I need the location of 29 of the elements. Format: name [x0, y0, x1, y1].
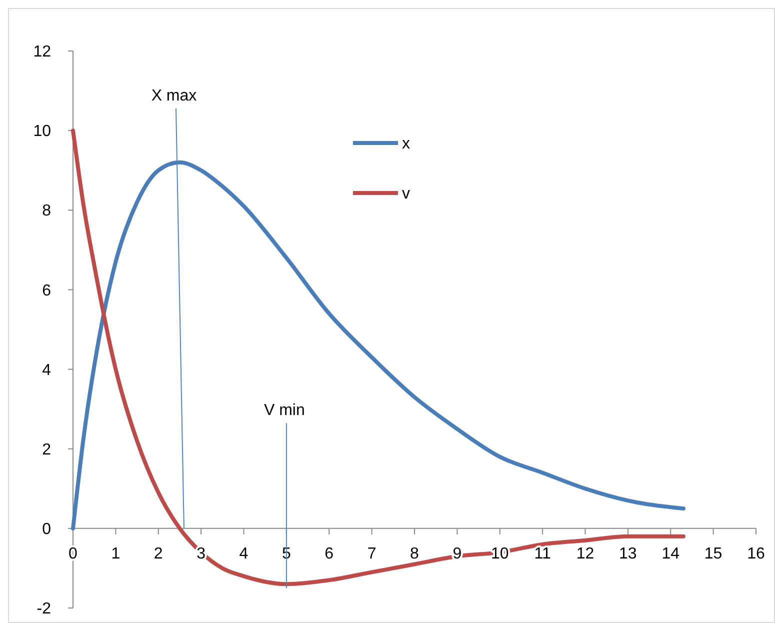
y-tick-label: 8 — [42, 202, 52, 220]
x-tick-label: 9 — [452, 545, 462, 562]
y-tick-label: 10 — [33, 123, 52, 140]
y-tick-label: 6 — [42, 282, 52, 300]
x-tick-label: 4 — [239, 545, 248, 562]
x-tick-label: 16 — [747, 545, 765, 562]
x-tick-label: 7 — [367, 545, 376, 562]
line-series — [71, 160, 686, 530]
x-tick-label: 11 — [534, 545, 551, 562]
x-tick-label: 3 — [196, 545, 206, 562]
y-tick-label: -2 — [36, 600, 52, 618]
x-tick-label: 0 — [68, 545, 78, 562]
x-tick-label: 12 — [576, 545, 594, 562]
annotation: X max — [151, 87, 197, 104]
x-tick-label: 15 — [704, 545, 722, 562]
x-tick-label: 2 — [154, 545, 163, 562]
legend-label: x — [402, 136, 410, 153]
x-tick-label: 6 — [324, 545, 334, 562]
legend-label: v — [402, 186, 410, 203]
annotation: V min — [264, 402, 305, 420]
x-tick-label: 14 — [662, 545, 680, 562]
x-tick-label: 1 — [111, 545, 120, 562]
x-tick-label: 8 — [410, 545, 420, 562]
y-tick-label: 12 — [33, 44, 52, 61]
line-series — [71, 128, 686, 586]
y-tick-label: 2 — [42, 441, 52, 458]
y-tick-label: 4 — [42, 362, 52, 379]
x-tick-label: 13 — [619, 545, 637, 562]
y-tick-label: 0 — [42, 521, 52, 538]
